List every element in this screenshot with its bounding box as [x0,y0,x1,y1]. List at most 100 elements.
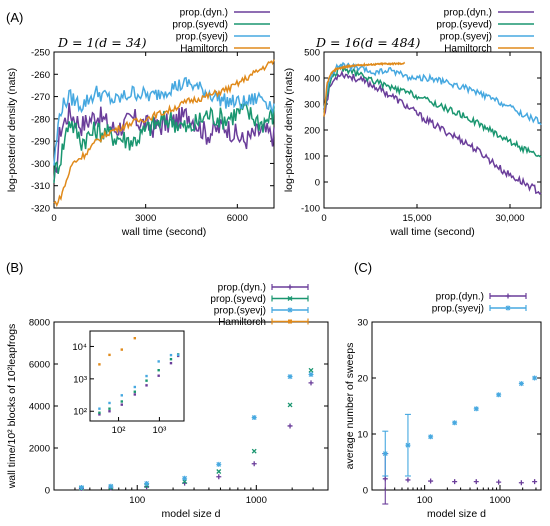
data-point [452,479,458,485]
data-point [308,380,314,386]
data-point [287,374,293,380]
legend-label: prop.(syevj) [440,32,492,43]
data-point [251,415,257,421]
x-axis-label: model size d [427,508,486,520]
y-tick-label: 0 [363,486,368,497]
x-tick-label: 100 [417,495,433,506]
legend-label: prop.(syevd) [172,20,228,31]
y-tick-label: -280 [31,114,50,125]
data-point [78,484,84,490]
y-tick-label: -100 [301,204,320,215]
y-tick-label: -260 [31,70,50,81]
x-tick-label: 1000 [489,495,510,506]
y-axis-label: average number of sweeps [344,343,356,470]
chart-b: 0 2000 4000 6000 8000 100 1000 model size d wall… [6,283,329,520]
legend-marker [287,296,293,301]
x-tick-label: 0 [321,213,326,224]
series-line-Hamiltorch [323,61,406,117]
legend-label: prop.(syevd) [210,294,266,305]
y-tick-label: 6000 [29,360,50,371]
inset-data-point [98,413,101,416]
series-line-prop.(syevd) [53,101,275,183]
legend-label: prop.(syevj) [214,306,266,317]
data-point [452,420,458,426]
legend-label: prop.(syevj) [176,32,228,43]
y-tick-label: -320 [31,204,50,215]
inset-data-point [145,379,148,382]
legend-label: prop.(dyn.) [218,283,266,294]
legend-marker [505,293,511,299]
legend-label: prop.(dyn.) [444,8,492,19]
x-tick-label: 15,000 [402,213,431,224]
inset-data-point [98,363,101,366]
y-tick-label: 2000 [29,444,50,455]
data-point [287,423,293,429]
inset-frame [89,330,185,422]
inset-data-point [108,401,111,405]
x-axis-label: wall time (second) [121,226,207,238]
data-point [532,375,538,381]
y-axis-label: log-posterior density (nats) [283,68,295,192]
x-tick-label: 1000 [246,495,267,506]
inset-x-tick-label: 10² [112,425,126,436]
y-tick-label: 30 [357,318,368,329]
data-point [382,476,388,482]
x-tick-label: 30,000 [495,213,524,224]
inset-x-tick-label: 10³ [153,425,167,436]
series-line-prop.(syevj) [323,61,542,126]
legend-label: prop.(syevd) [436,20,492,31]
y-tick-label: -310 [31,181,50,192]
inset-data-point [98,411,101,414]
data-point [182,475,188,481]
inset-data-point [120,400,123,403]
y-tick-label: 20 [357,374,368,385]
y-tick-label: -270 [31,92,50,103]
inset-y-tick-label: 10³ [73,374,87,385]
data-point [473,479,479,485]
inset-y-tick-label: 10⁴ [72,342,87,353]
y-tick-label: 300 [304,100,320,111]
legend-label: prop.(syevj) [432,304,484,315]
inset-data-point [133,385,137,389]
chart-title: D = 1(d = 34) [57,35,147,50]
series-line-Hamiltorch [53,59,275,208]
inset-data-point [157,368,160,372]
data-point [496,392,502,398]
panel-label-c: (C) [354,260,372,275]
data-point [405,477,411,483]
y-tick-label: 8000 [29,318,50,329]
x-tick-label: 6000 [227,213,248,224]
inset-data-point [176,353,180,357]
x-axis-label: model size d [162,508,221,520]
y-tick-label: 400 [304,74,320,85]
y-tick-label: 4000 [29,402,50,413]
data-point [216,474,222,480]
plot-frame [53,51,275,209]
inset-data-point [145,384,148,387]
inset-data-point [133,336,137,340]
inset-data-point [120,394,123,397]
data-point [308,372,314,377]
data-point [144,480,150,486]
data-point [382,451,388,457]
panel-label-b: (B) [6,260,23,275]
data-point [287,402,293,408]
legend-marker [505,305,511,311]
y-tick-label: 100 [304,152,320,163]
data-point [216,461,222,467]
legend-label: prop.(dyn.) [180,8,228,19]
legend-marker [287,307,293,313]
x-tick-label: 3000 [135,213,156,224]
inset-data-point [157,360,160,363]
inset-data-point [108,353,111,357]
inset-data-point [133,393,137,396]
legend-label: Hamiltorch [180,44,228,55]
x-tick-label: 100 [129,495,145,506]
inset-data-point [108,410,111,413]
y-axis-label: wall time/10² blocks of 10²leapfrogs [6,324,18,490]
y-tick-label: -250 [31,48,50,59]
legend-marker [288,319,292,324]
y-tick-label: -290 [31,137,50,148]
